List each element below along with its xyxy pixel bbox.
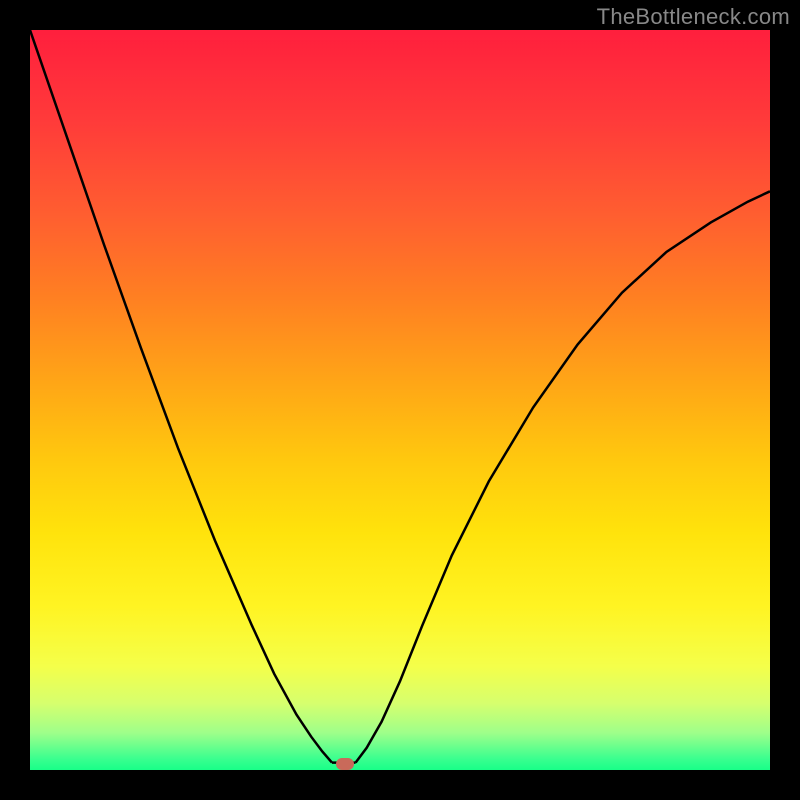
chart-plot-area [30,30,770,770]
optimal-point-marker [336,758,354,770]
bottleneck-curve [30,30,770,770]
watermark-text: TheBottleneck.com [597,4,790,30]
